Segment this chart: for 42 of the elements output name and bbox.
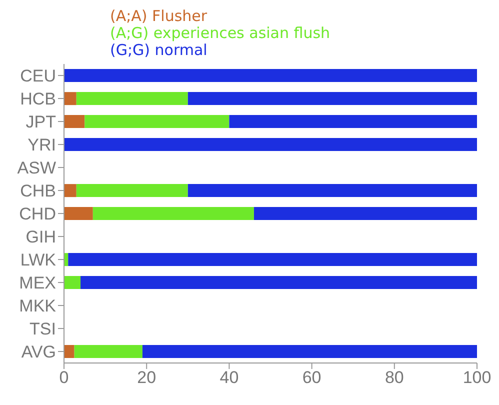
- bar: [80, 276, 477, 290]
- y-tick-label: ASW: [17, 158, 56, 178]
- bar: [76, 92, 188, 106]
- text: (A;A) Flusher: [110, 7, 208, 25]
- bar: [188, 92, 477, 106]
- y-tick-label: MKK: [19, 296, 57, 316]
- bar: [64, 69, 477, 82]
- bar: [64, 92, 76, 106]
- x-tick-label: 40: [220, 368, 239, 388]
- x-tick-label: 20: [137, 368, 156, 388]
- series-label: (G;G) normal: [110, 41, 208, 59]
- bar: [64, 184, 76, 198]
- y-tick-label: CHD: [19, 204, 56, 224]
- y-tick-label: AVG: [21, 342, 56, 362]
- x-tick-label: 0: [59, 368, 69, 388]
- text: (A;G) experiences asian flush: [110, 24, 332, 42]
- y-tick-label: MEX: [19, 274, 56, 293]
- bar: [92, 207, 254, 220]
- y-tick-label: TSI: [30, 320, 56, 339]
- x-tick-label: 60: [302, 368, 322, 388]
- y-tick-label: YRI: [28, 136, 56, 155]
- y-tick-label: CEU: [20, 66, 56, 86]
- y-tick-label: GIH: [26, 228, 56, 247]
- bar: [229, 115, 477, 128]
- bar: [68, 253, 477, 266]
- bar: [64, 345, 74, 358]
- bar: [84, 115, 230, 128]
- bar: [74, 345, 142, 358]
- y-tick-label: CHB: [20, 182, 56, 201]
- bar: [64, 138, 477, 152]
- bar: [64, 115, 85, 128]
- y-tick-label: HCB: [20, 90, 56, 109]
- bar: [142, 345, 477, 358]
- y-tick-label: LWK: [20, 250, 57, 270]
- x-tick-label: 80: [384, 368, 404, 388]
- y-tick-label: JPT: [26, 112, 56, 132]
- bar: [64, 276, 81, 290]
- bar: [188, 184, 477, 198]
- bar: [254, 207, 477, 220]
- bar: [64, 207, 93, 220]
- x-tick-label: 100: [462, 368, 492, 388]
- bar: [76, 184, 188, 198]
